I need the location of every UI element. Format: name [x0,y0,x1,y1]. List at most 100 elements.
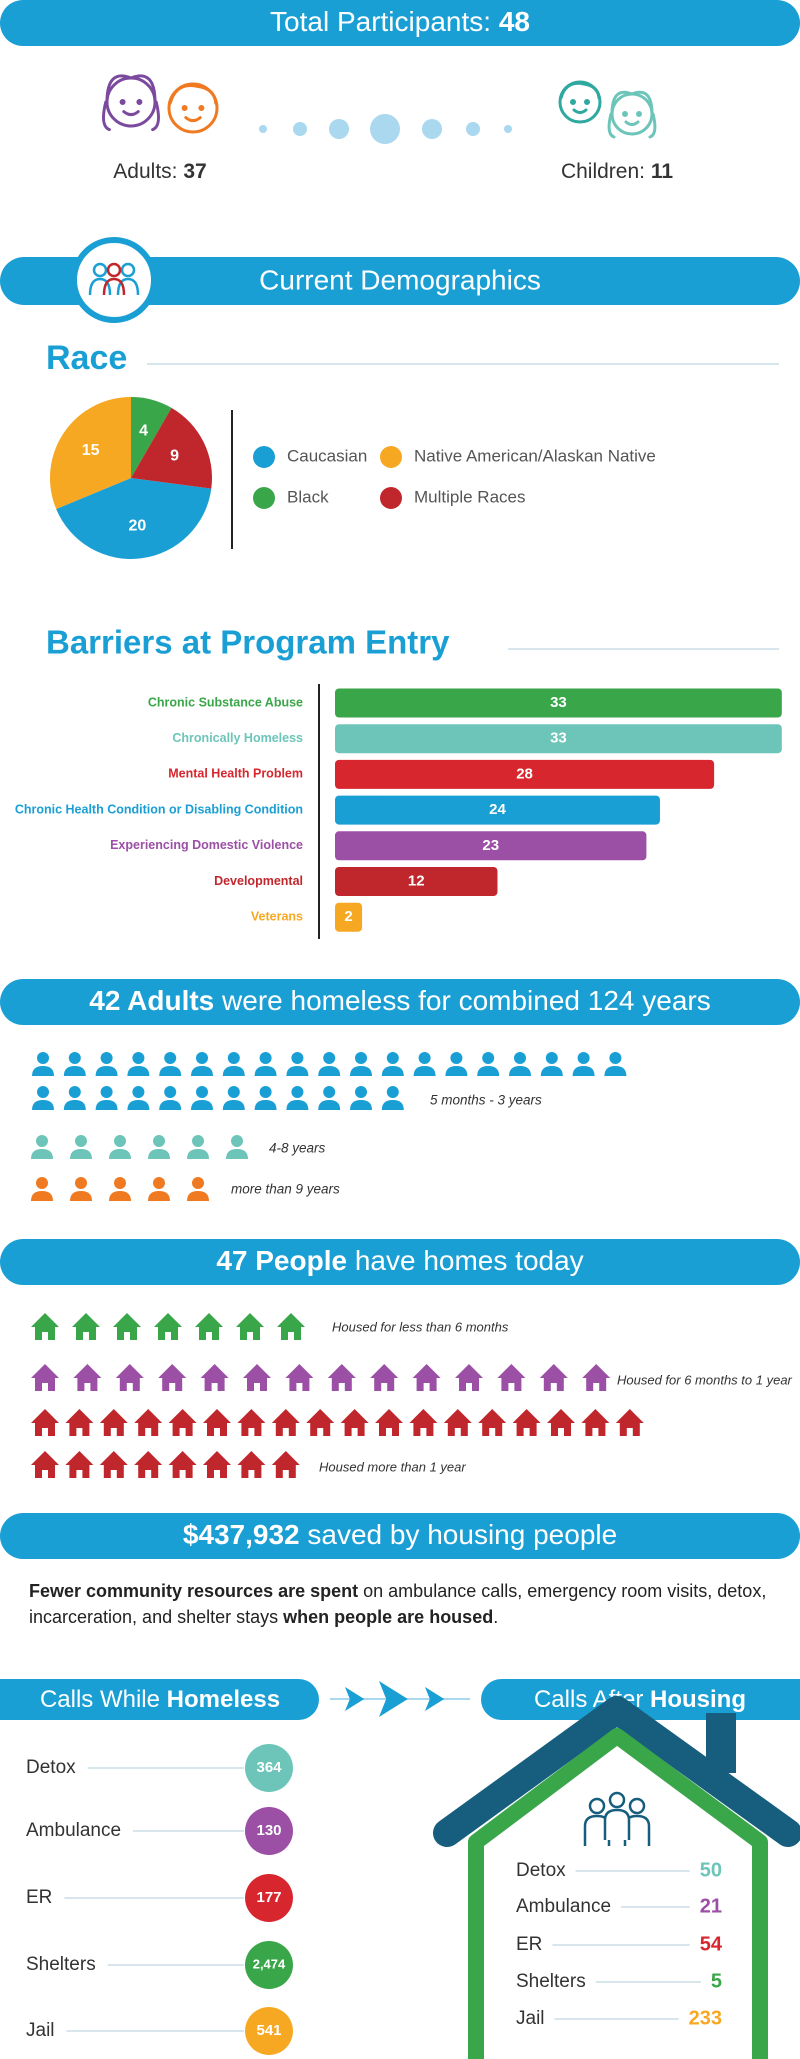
family-icon [603,1791,631,1840]
pie-slice [131,397,172,478]
person-head [36,1135,48,1147]
call-value-circle [245,1941,293,1989]
person-body [109,1149,131,1159]
house-icon [306,1409,335,1436]
head [92,262,108,278]
bar-category: Chronic Health Condition or Disabling Co… [15,802,303,816]
call-label: Detox [516,1860,566,1881]
pie-label: 20 [128,517,146,534]
text-part: Homeless [167,1686,280,1713]
house-icon [455,1364,483,1391]
legend-dot [380,446,402,468]
person-head [196,1086,208,1098]
group-label: Housed more than 1 year [319,1459,466,1474]
banner [0,0,800,46]
banner [481,1679,800,1720]
person-body [148,1149,170,1159]
text-part: $437,932 [183,1519,300,1550]
person-body [63,1100,86,1110]
text-part: 11 [651,160,674,183]
legend-dot [380,487,402,509]
bar [335,867,498,896]
group-label: more than 9 years [231,1182,340,1197]
banner-text: Adults: 37 [113,160,206,183]
person-body [109,1191,131,1201]
person-head [577,1052,590,1064]
person-head [227,1086,240,1098]
decor-dot [293,122,307,136]
bar-category: Veterans [251,909,303,923]
person-head [418,1052,431,1064]
house-icon [65,1451,94,1478]
person-head [75,1135,87,1147]
person-head [259,1052,272,1064]
group-label: 5 months - 3 years [430,1093,542,1108]
paragraph-segment: on ambulance calls, emergency room visit… [29,1581,767,1627]
text-part: Total Participants: [270,6,491,37]
banner-text: Total Participants: 48 [270,6,530,37]
house-icon [99,1451,128,1478]
decor-dot [329,119,349,139]
call-label: Shelters [26,1954,96,1975]
call-value: 21 [700,1895,722,1917]
banner-text: $437,932 saved by housing people [183,1519,617,1550]
person-head [259,1086,272,1098]
person-head [37,1086,49,1098]
bar [335,724,782,754]
house-icon [478,1409,507,1436]
person-head [450,1052,463,1064]
bar-value: 33 [550,730,567,747]
text-part: 48 [499,6,530,37]
bar [335,902,363,932]
call-value: 5 [711,1970,722,1992]
face [167,82,219,134]
text-part: 47 People [216,1245,347,1276]
people-icon [88,262,112,296]
pie-label: 15 [82,442,100,459]
house-icon [370,1364,399,1391]
banner-text: Children: 11 [561,160,673,183]
pie-label: 9 [170,448,179,465]
body [116,277,140,296]
face-icon [607,90,657,139]
house-icon [285,1364,314,1391]
eye [622,111,628,117]
banner [0,1679,319,1720]
banner-text: Calls While Homeless [40,1686,280,1713]
decor-dot [504,125,512,133]
person-head [323,1052,336,1064]
paragraph-segment: . [493,1607,499,1627]
house-icon [31,1409,59,1436]
person-body [31,1149,53,1159]
person-body [159,1100,182,1110]
person-body [187,1149,209,1159]
call-value-circle [245,2007,293,2055]
person-body [381,1066,404,1076]
house-icon [203,1451,231,1478]
person-body [350,1100,372,1110]
person-body [222,1100,245,1110]
house-icon [134,1451,163,1478]
house-icon [271,1409,300,1436]
person-body [604,1066,627,1076]
house-icon [72,1313,100,1340]
call-value: 364 [256,1759,282,1776]
decor-dot [422,119,442,139]
person-body [350,1066,372,1076]
head [628,1797,646,1815]
person-body [226,1149,248,1159]
arrow [345,1687,365,1711]
person-body [286,1100,309,1110]
group-label: 4-8 years [269,1141,326,1156]
face [105,76,157,128]
person-body [63,1066,86,1076]
hair [559,81,601,100]
hair [101,74,161,132]
house-icon [412,1364,441,1391]
person-head [192,1177,204,1189]
person-head [386,1052,399,1064]
smile [122,110,140,117]
paragraph-segment: Fewer community resources are spent [29,1581,359,1601]
house-icon [200,1364,229,1391]
